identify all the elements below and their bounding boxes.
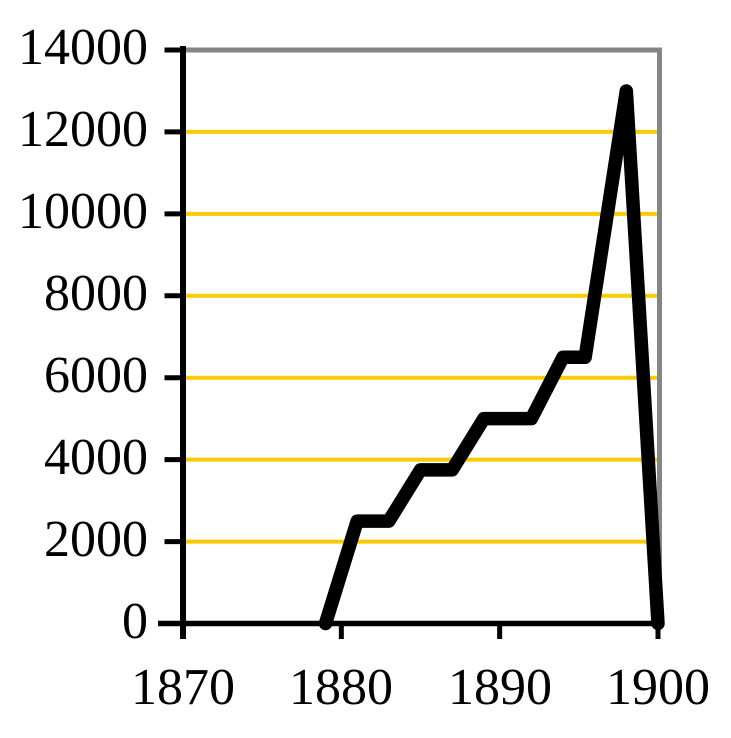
y-axis-tick-label: 14000 xyxy=(18,18,148,76)
y-axis-tick-label: 2000 xyxy=(44,510,148,568)
y-axis-tick-label: 12000 xyxy=(18,100,148,158)
x-axis-tick-label: 1890 xyxy=(448,659,552,716)
x-axis-tick-label: 1900 xyxy=(606,659,710,716)
y-axis-tick-label: 10000 xyxy=(18,182,148,240)
y-axis-tick-label: 6000 xyxy=(44,346,148,404)
x-axis-tick-label: 1870 xyxy=(131,659,235,716)
x-axis-tick-label: 1880 xyxy=(289,659,393,716)
y-axis-tick-label: 4000 xyxy=(44,428,148,486)
y-axis-tick-label: 0 xyxy=(122,592,148,650)
y-axis-tick-label: 8000 xyxy=(44,264,148,322)
data-line xyxy=(318,84,665,631)
